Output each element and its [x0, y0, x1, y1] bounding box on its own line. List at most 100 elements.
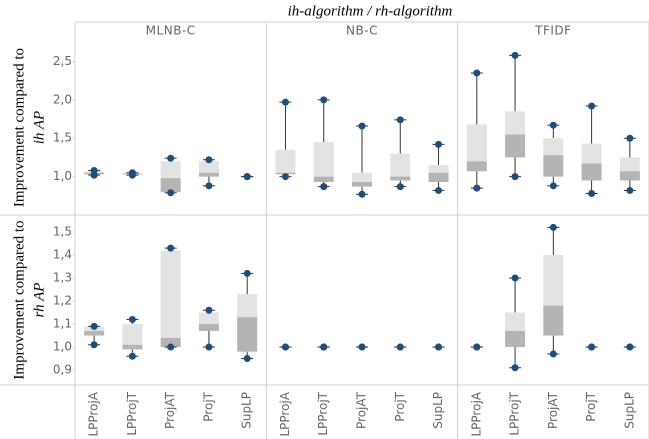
point [205, 343, 213, 351]
x-tick-label: ProjAT [546, 391, 560, 429]
column-header: MLNB-C [146, 24, 196, 38]
point [511, 51, 519, 59]
x-tick-label: ProjAT [355, 391, 369, 429]
point [588, 190, 596, 198]
chart-title: ih-algorithm / rh-algorithm [288, 3, 453, 19]
box-upper [428, 165, 449, 173]
y-axis-label: Improvement compared to [11, 220, 27, 379]
box-upper [352, 172, 372, 182]
column-header: NB-C [346, 24, 378, 38]
box-lower [505, 134, 526, 158]
point [243, 269, 251, 277]
point [588, 343, 596, 351]
point [588, 102, 596, 110]
box-upper [122, 324, 143, 345]
y-tick-label: 1,1 [53, 317, 72, 331]
box-upper [275, 149, 296, 173]
y-tick-label: 0,9 [53, 363, 72, 377]
point [128, 315, 136, 323]
box-upper [505, 111, 526, 135]
point [473, 184, 481, 192]
x-tick-label: SupLP [240, 392, 254, 429]
point [167, 189, 175, 197]
box-lower [619, 171, 640, 181]
point [128, 352, 136, 360]
box-upper [505, 312, 526, 331]
box-lower [581, 163, 602, 181]
box-upper [237, 294, 258, 318]
point [626, 186, 634, 194]
y-axis-label: Improvement compared to [11, 48, 27, 207]
point [205, 156, 213, 164]
point [243, 355, 251, 363]
point [358, 343, 366, 351]
point [511, 364, 519, 372]
y-tick-label: 1,5 [53, 131, 72, 145]
box-upper [543, 255, 564, 306]
point [358, 122, 366, 130]
x-tick-label: LPProjA [87, 391, 101, 436]
column-header: TFIDF [534, 24, 571, 38]
box-lower [505, 330, 526, 348]
point [396, 116, 404, 124]
point [435, 343, 443, 351]
y-axis-label: ih AP [31, 111, 47, 144]
y-axis-label: rh AP [31, 283, 47, 318]
box-lower [543, 305, 564, 336]
box-upper [581, 143, 602, 164]
point [281, 173, 289, 181]
box-upper [160, 250, 181, 338]
point [320, 96, 328, 104]
point [549, 182, 557, 190]
box-lower [313, 176, 334, 182]
y-tick-label: 1,0 [53, 169, 72, 183]
point [243, 173, 251, 181]
point [167, 343, 175, 351]
point [281, 343, 289, 351]
box-lower [352, 181, 372, 187]
point [320, 183, 328, 191]
point [435, 186, 443, 194]
box-upper [313, 142, 334, 177]
point [511, 173, 519, 181]
point [90, 171, 98, 179]
box-upper [466, 124, 487, 162]
x-tick-label: LPProjA [469, 391, 483, 436]
box-upper [198, 161, 219, 173]
point [626, 343, 634, 351]
y-tick-label: 2,0 [53, 92, 72, 106]
x-tick-label: LPProjT [508, 391, 522, 435]
point [549, 350, 557, 358]
box-upper [198, 312, 219, 325]
y-tick-label: 1,5 [53, 225, 72, 239]
y-tick-label: 2,5 [53, 54, 72, 68]
box-lower [237, 317, 258, 352]
point [435, 140, 443, 148]
y-tick-label: 1,2 [53, 294, 72, 308]
point [396, 343, 404, 351]
box-upper [390, 153, 411, 177]
x-tick-label: LPProjT [125, 391, 139, 435]
box-lower [466, 161, 487, 172]
point [511, 274, 519, 282]
x-tick-label: ProjAT [163, 391, 177, 429]
point [473, 69, 481, 77]
box-lower [428, 172, 449, 182]
box-lower [160, 178, 181, 192]
box-lower [198, 172, 219, 177]
box-lower [198, 324, 219, 331]
point [626, 134, 634, 142]
point [167, 154, 175, 162]
point [549, 223, 557, 231]
x-tick-label: ProjT [201, 391, 215, 421]
x-tick-label: ProjT [584, 391, 598, 421]
point [128, 171, 136, 179]
x-tick-label: SupLP [622, 392, 636, 429]
point [90, 322, 98, 330]
x-tick-label: SupLP [431, 392, 445, 429]
x-tick-label: ProjT [393, 391, 407, 421]
box-upper [160, 161, 181, 179]
y-tick-label: 1,3 [53, 271, 72, 285]
point [205, 306, 213, 314]
